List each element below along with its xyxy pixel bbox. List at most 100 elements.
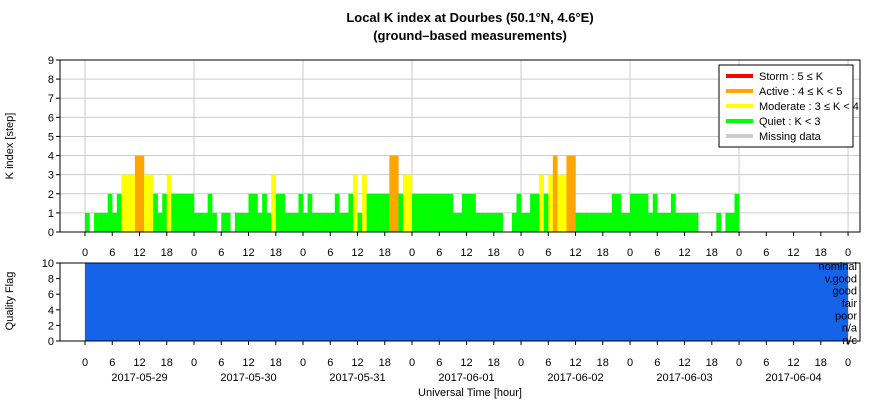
k-bar [598,212,603,232]
k-hour-label: 18 [706,247,718,259]
k-bar [184,193,190,232]
k-bar [157,212,163,232]
k-bar [198,212,204,232]
k-bar [448,193,454,232]
k-hour-label: 12 [678,247,690,259]
quality-hour-label: 6 [109,357,115,369]
k-bar [516,193,522,232]
k-hour-label: 12 [569,247,581,259]
k-bar [393,155,399,232]
k-bar [625,212,631,232]
quality-level-label: good [833,286,857,298]
k-y-tick-label: 5 [48,131,54,143]
k-bar [430,193,435,232]
k-bar [125,174,131,232]
k-hour-label: 6 [545,247,551,259]
k-hour-label: 0 [627,247,633,259]
quality-level-label: nominal [818,261,857,273]
k-bar [180,193,186,232]
k-bar [593,212,599,232]
k-bar [461,193,467,232]
k-bar [284,212,290,232]
quality-level-label: fair [842,298,858,310]
k-bar [421,193,426,232]
k-bar [634,193,640,232]
legend: Storm : 5 ≤ K Active : 4 ≤ K < 5 Moderate … [718,64,859,148]
k-bar [480,212,485,232]
quality-hour-label: 6 [327,357,333,369]
k-bar [148,174,154,232]
quality-hour-label: 0 [845,357,851,369]
k-bar [307,193,313,232]
k-bar [348,193,354,232]
k-bar [521,212,526,232]
k-bar [416,193,422,232]
k-y-tick-label: 9 [48,55,54,67]
date-label: 2017-05-30 [220,372,276,384]
k-bar [234,212,240,232]
k-bar [239,212,245,232]
k-hour-label: 0 [191,247,197,259]
quality-hour-label: 6 [763,357,769,369]
k-bar [116,193,122,232]
k-bar [602,212,608,232]
quality-hour-label: 12 [351,357,363,369]
quality-hour-label: 18 [488,357,500,369]
quality-hour-label: 18 [597,357,609,369]
quality-hour-label: 18 [815,357,827,369]
quality-flag-axis-label: Quality Flag [4,272,16,331]
k-bar [443,193,449,232]
k-bar [293,212,299,232]
k-hour-label: 0 [82,247,88,259]
legend-label: Storm : 5 ≤ K [759,71,824,83]
k-bar [362,174,367,232]
k-bar [375,193,381,232]
k-bar [607,212,613,232]
k-bar [425,193,431,232]
k-hour-label: 6 [436,247,442,259]
k-bar [343,212,349,232]
quality-fill [85,263,849,341]
k-bar [639,193,644,232]
quality-hour-label: 18 [706,357,718,369]
k-bar [203,212,208,232]
k-bar [689,212,694,232]
k-bar [221,212,227,232]
k-bar [666,212,672,232]
quality-hour-label: 0 [82,357,88,369]
k-hour-label: 0 [409,247,415,259]
k-bar [620,212,626,232]
k-bar [716,212,722,232]
k-bar [325,212,331,232]
k-bar [248,193,254,232]
k-index-axis-label: K index [step] [4,113,16,180]
k-y-tick-label: 0 [48,227,54,239]
k-bar [525,212,531,232]
k-bar [471,193,476,232]
quality-plot-frame [59,262,861,342]
k-bar [539,174,544,232]
quality-hour-label: 12 [133,357,145,369]
k-y-tick-label: 3 [48,170,54,182]
k-bar [684,212,690,232]
k-bar [575,212,581,232]
k-bar [321,212,326,232]
k-bar [112,212,117,232]
legend-label: Missing data [759,131,822,143]
k-y-tick-label: 8 [48,74,54,86]
k-bar [303,212,308,232]
k-bar [412,193,417,232]
k-bar [552,155,558,232]
k-bar [402,174,408,232]
k-bar [266,212,272,232]
k-bar [316,212,322,232]
k-bar [212,212,217,232]
k-hour-label: 0 [845,247,851,259]
quality-hour-label: 0 [518,357,524,369]
k-hour-label: 12 [242,247,254,259]
k-bar [357,212,363,232]
k-plot-frame [59,59,861,233]
k-hour-label: 18 [270,247,282,259]
